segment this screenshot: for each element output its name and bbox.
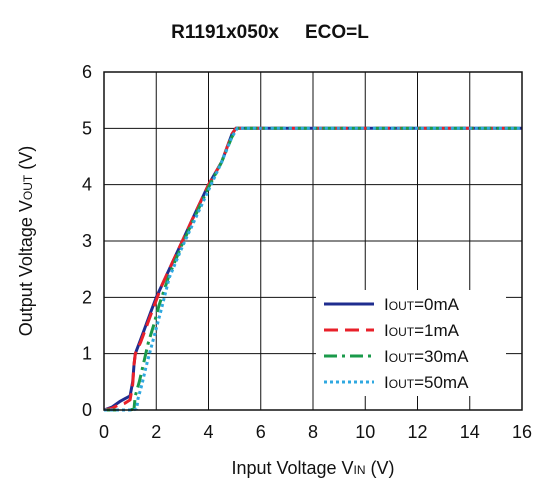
- plot-frame: [103, 71, 523, 411]
- legend-label-suffix: =50mA: [414, 373, 469, 392]
- chart-title-main: R1191x050x: [171, 22, 279, 43]
- legend-label-sub: OUT: [389, 299, 415, 313]
- y-tick-label: 2: [82, 287, 92, 307]
- legend-label-prefix: I: [384, 321, 389, 340]
- legend-label-prefix: I: [384, 295, 389, 314]
- y-tick-label: 0: [82, 400, 92, 420]
- series-lines: [103, 126, 522, 412]
- x-tick-label: 0: [99, 422, 109, 442]
- y-tick-label: 6: [82, 62, 92, 82]
- legend-label-prefix: I: [384, 347, 389, 366]
- legend-label-sub: OUT: [389, 325, 415, 339]
- y-axis-label-sub: OUT: [21, 174, 35, 200]
- chart-title: R1191x050x ECO=L: [171, 22, 369, 43]
- series-line-2: [104, 126, 522, 412]
- y-axis-label: Output Voltage VOUT (V): [16, 146, 36, 336]
- x-axis-label: Input Voltage VIN (V): [231, 458, 394, 478]
- x-tick-label: 12: [407, 422, 427, 442]
- y-tick-label: 3: [82, 231, 92, 251]
- x-tick-label: 8: [308, 422, 318, 442]
- y-axis-ticks: 0 1 2 3 4 5 6: [82, 62, 92, 420]
- legend-label-1: IOUT=1mA: [384, 321, 460, 340]
- x-tick-label: 2: [151, 422, 161, 442]
- y-tick-label: 4: [82, 175, 92, 195]
- legend-label-0: IOUT=0mA: [384, 295, 460, 314]
- series-line-3: [104, 126, 522, 412]
- legend-label-3: IOUT=50mA: [384, 373, 469, 392]
- y-tick-label: 1: [82, 344, 92, 364]
- legend-label-sub: OUT: [389, 377, 415, 391]
- legend-label-prefix: I: [384, 373, 389, 392]
- x-axis-label-prefix: Input Voltage V: [231, 458, 353, 478]
- x-axis-ticks: 0 2 4 6 8 10 12 14 16: [99, 422, 532, 442]
- x-axis-label-sub: IN: [354, 463, 366, 477]
- x-tick-label: 14: [460, 422, 480, 442]
- y-axis-label-suffix: (V): [16, 146, 36, 175]
- legend-box: [316, 290, 506, 396]
- x-axis-label-suffix: (V): [366, 458, 395, 478]
- chart-title-eco: ECO=L: [305, 22, 369, 43]
- legend-label-2: IOUT=30mA: [384, 347, 469, 366]
- y-axis-label-prefix: Output Voltage V: [16, 200, 36, 336]
- legend-label-suffix: =1mA: [414, 321, 460, 340]
- legend-label-suffix: =0mA: [414, 295, 460, 314]
- x-tick-label: 16: [512, 422, 532, 442]
- x-tick-label: 6: [256, 422, 266, 442]
- legend-label-suffix: =30mA: [414, 347, 469, 366]
- x-tick-label: 4: [203, 422, 213, 442]
- legend-label-sub: OUT: [389, 351, 415, 365]
- y-tick-label: 5: [82, 118, 92, 138]
- x-tick-label: 10: [355, 422, 375, 442]
